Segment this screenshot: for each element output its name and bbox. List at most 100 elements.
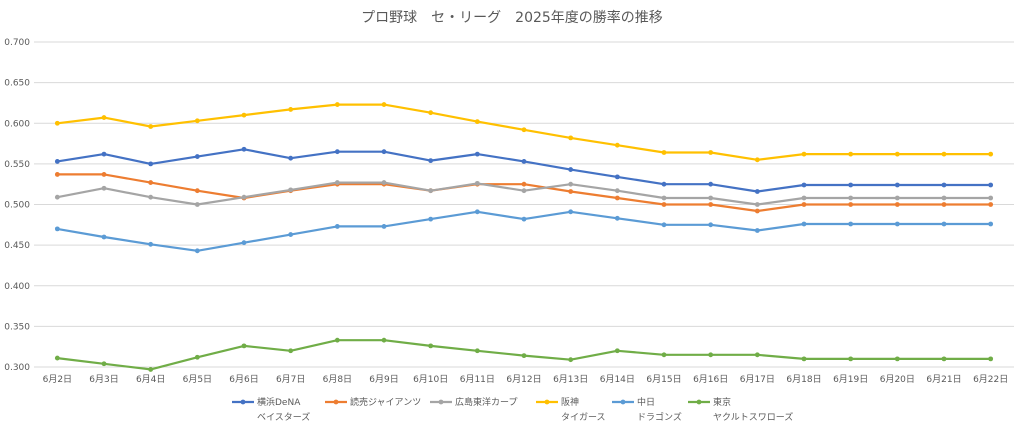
data-point (148, 367, 154, 372)
legend-marker (696, 399, 702, 405)
data-point (801, 356, 807, 362)
data-point (988, 195, 994, 201)
data-point (521, 188, 527, 194)
data-point (521, 216, 527, 222)
data-point (848, 356, 854, 362)
y-tick-label: 0.550 (4, 160, 30, 170)
data-point (101, 234, 107, 240)
data-point (894, 356, 900, 362)
data-point (708, 352, 714, 358)
series-line (57, 103, 991, 161)
data-point (194, 202, 200, 207)
x-tick-label: 6月13日 (553, 374, 588, 385)
data-point (754, 208, 760, 214)
legend-label-line2: ヤクルトスワローズ (713, 411, 793, 423)
x-tick-label: 6月16日 (693, 374, 728, 385)
data-point (894, 202, 900, 207)
data-point (381, 180, 387, 185)
data-point (754, 189, 760, 194)
data-point (194, 188, 200, 194)
data-point (661, 150, 667, 155)
legend-marker (240, 399, 246, 405)
legend-item: 横浜DeNA ベイスターズ (232, 396, 310, 423)
x-tick-label: 6月22日 (973, 374, 1008, 385)
data-point (288, 348, 294, 354)
data-point (288, 155, 294, 161)
data-point (54, 120, 60, 126)
y-tick-label: 0.500 (4, 201, 30, 211)
legend-label: 阪神 (561, 396, 579, 408)
data-point (941, 356, 947, 362)
data-point (334, 149, 340, 155)
y-tick-label: 0.400 (4, 282, 30, 292)
data-point (241, 112, 247, 118)
legend-marker (438, 399, 444, 405)
legend-label: 読売ジャイアンツ (350, 396, 421, 408)
data-point (288, 232, 294, 237)
x-tick-label: 6月18日 (786, 374, 821, 385)
data-point (708, 195, 714, 201)
data-point (474, 180, 480, 186)
data-point (754, 228, 760, 233)
data-point (941, 151, 947, 157)
x-tick-label: 6月17日 (740, 374, 775, 385)
data-point (334, 224, 340, 229)
data-point (381, 337, 387, 343)
data-point (54, 159, 60, 164)
data-point (801, 182, 807, 188)
data-point (661, 222, 667, 228)
data-point (194, 118, 200, 124)
data-point (614, 348, 620, 354)
data-point (754, 157, 760, 163)
data-point (428, 188, 434, 194)
data-point (428, 110, 434, 116)
data-point (474, 209, 480, 215)
data-point (988, 356, 994, 362)
y-tick-label: 0.700 (4, 38, 30, 48)
data-point (288, 187, 294, 193)
data-point (54, 226, 60, 232)
data-point (894, 221, 900, 227)
data-point (754, 352, 760, 358)
data-point (614, 174, 620, 180)
data-point (148, 124, 154, 129)
series-3 (54, 102, 994, 163)
data-point (848, 221, 854, 227)
data-point (101, 361, 107, 367)
legend-label: 東京 (713, 396, 731, 408)
series-0 (54, 146, 994, 194)
data-point (754, 202, 760, 207)
series-5 (54, 337, 994, 372)
data-point (988, 202, 994, 207)
data-point (194, 248, 200, 254)
data-point (941, 202, 947, 207)
chart-title: プロ野球 セ・リーグ 2025年度の勝率の推移 (361, 9, 663, 26)
series-lines (54, 102, 994, 372)
legend-label: 広島東洋カープ (455, 396, 517, 408)
x-tick-label: 6月4日 (136, 374, 165, 385)
data-point (988, 151, 994, 157)
data-point (568, 135, 574, 141)
data-point (381, 224, 387, 229)
data-point (848, 195, 854, 201)
x-tick-label: 6月3日 (89, 374, 118, 385)
data-point (568, 167, 574, 172)
data-point (848, 182, 854, 188)
legend-label-line2: タイガース (561, 412, 606, 423)
y-axis-ticks: 0.300 0.350 0.400 0.450 0.500 0.550 0.600 0.650… (4, 38, 30, 373)
data-point (474, 119, 480, 125)
legend-label-line2: ベイスターズ (257, 411, 310, 423)
x-tick-label: 6月10日 (413, 374, 448, 385)
data-point (801, 195, 807, 201)
data-point (801, 151, 807, 157)
data-point (334, 180, 340, 185)
data-point (568, 181, 574, 187)
data-point (474, 151, 480, 157)
data-point (521, 127, 527, 133)
data-point (381, 102, 387, 107)
data-point (708, 202, 714, 207)
x-tick-label: 6月12日 (506, 374, 541, 385)
data-point (614, 142, 620, 148)
